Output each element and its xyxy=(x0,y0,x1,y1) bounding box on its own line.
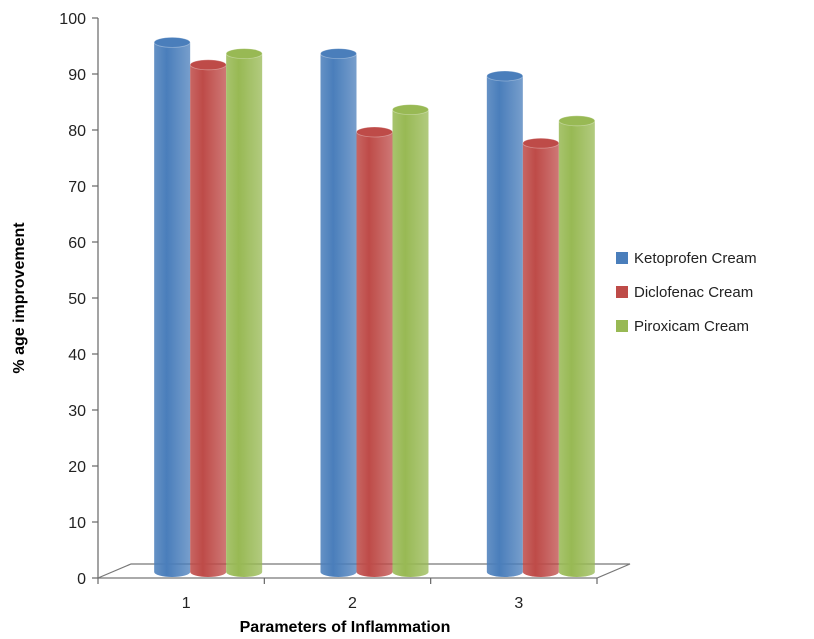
bar-ketoprofen-cream-1 xyxy=(154,42,191,577)
bar-top-cap xyxy=(486,70,524,82)
legend-swatch xyxy=(616,286,628,298)
chart-bars xyxy=(153,37,596,578)
bar-ketoprofen-cream-3 xyxy=(486,76,523,577)
bar-top-cap xyxy=(189,59,227,71)
bar-piroxicam-cream-2 xyxy=(392,109,429,577)
x-category-label: 3 xyxy=(514,595,523,612)
bar-diclofenac-cream-2 xyxy=(356,132,393,577)
x-category-label: 2 xyxy=(348,595,357,612)
legend-swatch xyxy=(616,252,628,264)
y-tick-label: 40 xyxy=(68,347,86,364)
bar-ketoprofen-cream-2 xyxy=(320,53,357,578)
bar-diclofenac-cream-3 xyxy=(522,143,559,577)
legend-swatch xyxy=(616,320,628,332)
chart-legend: Ketoprofen Cream Diclofenac Cream Piroxica… xyxy=(616,250,757,335)
y-tick-label: 70 xyxy=(68,179,86,196)
y-tick-label: 0 xyxy=(77,571,86,588)
legend-label: Diclofenac Cream xyxy=(634,284,753,301)
legend-label: Ketoprofen Cream xyxy=(634,250,757,267)
bar-top-cap xyxy=(153,37,191,48)
bar-piroxicam-cream-3 xyxy=(558,120,595,578)
x-category-label: 1 xyxy=(182,595,191,612)
x-axis-title: Parameters of Inflammation xyxy=(240,619,451,636)
y-tick-label: 50 xyxy=(68,291,86,308)
y-tick-label: 80 xyxy=(68,123,86,140)
chart-labels: 0 10 20 30 40 50 60 70 80 90 100 1 2 3 xyxy=(59,11,523,612)
bar-piroxicam-cream-1 xyxy=(226,53,263,577)
y-axis-title: % age improvement xyxy=(11,222,28,374)
y-tick-label: 10 xyxy=(68,515,86,532)
y-tick-label: 30 xyxy=(68,403,86,420)
bar-diclofenac-cream-1 xyxy=(190,64,227,578)
bar-top-cap xyxy=(522,137,560,149)
legend-label: Piroxicam Cream xyxy=(634,318,749,335)
bar-top-cap xyxy=(356,126,393,138)
bar-top-cap xyxy=(320,48,357,59)
y-tick-label: 90 xyxy=(68,67,86,84)
y-tick-label: 20 xyxy=(68,459,86,476)
bar-top-cap xyxy=(225,48,263,59)
bar-top-cap xyxy=(558,115,596,127)
bar-top-cap xyxy=(392,104,429,115)
y-tick-label: 100 xyxy=(59,11,86,28)
y-tick-label: 60 xyxy=(68,235,86,252)
